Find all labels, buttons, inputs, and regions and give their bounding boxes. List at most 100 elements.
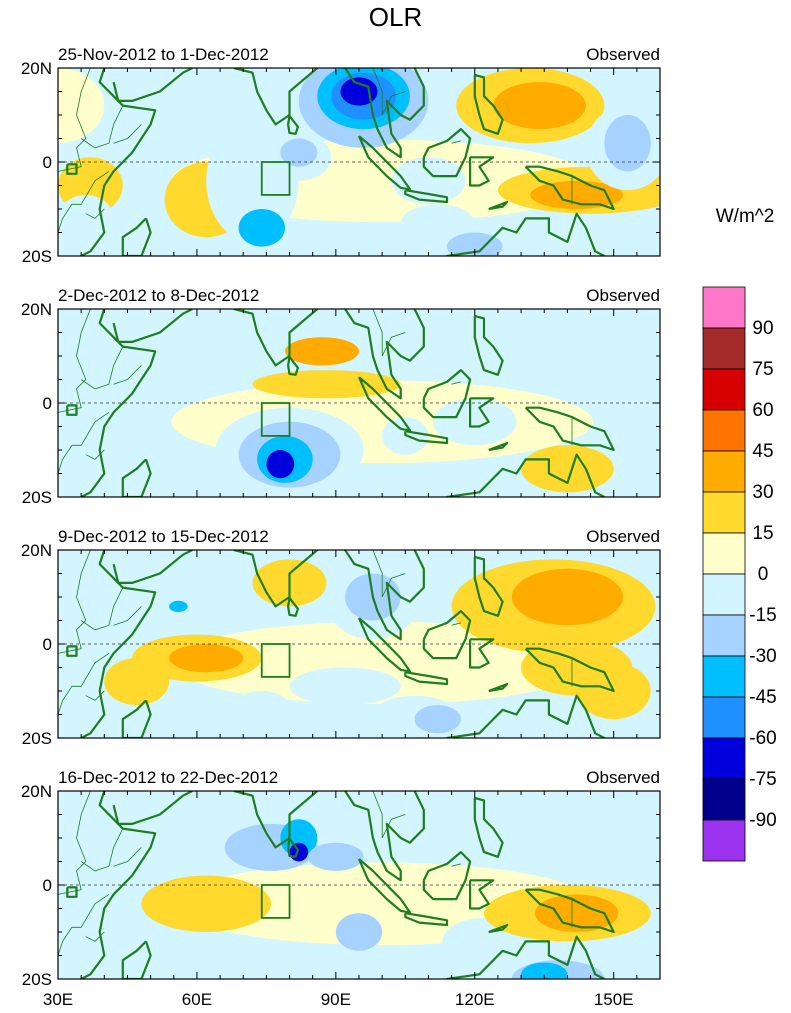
colorbar-label: -30	[749, 646, 776, 667]
anomaly-contour	[169, 644, 244, 673]
panel-period-label: 9-Dec-2012 to 15-Dec-2012	[58, 527, 269, 546]
reference-box	[260, 643, 291, 678]
lat-label: 0	[43, 635, 52, 654]
anomaly-contour	[169, 600, 188, 613]
country-border	[451, 381, 461, 385]
coastline	[344, 309, 425, 400]
country-border	[113, 606, 142, 626]
panel-period-label: 16-Dec-2012 to 22-Dec-2012	[58, 768, 278, 787]
anomaly-contour	[252, 370, 401, 399]
lat-label: 20S	[22, 729, 52, 748]
country-border	[113, 365, 142, 385]
coastline	[404, 671, 449, 686]
colorbar-label: 75	[752, 359, 773, 380]
coastline	[233, 791, 319, 849]
coastline	[473, 73, 504, 135]
coastline	[66, 645, 78, 657]
coastline	[445, 453, 605, 497]
colorbar-label: 45	[752, 441, 773, 462]
anomaly-contour	[58, 403, 119, 479]
coastline	[121, 458, 152, 497]
coastline	[121, 699, 152, 738]
coastline	[233, 68, 319, 126]
colorbar-label: 15	[752, 523, 773, 544]
coastlines	[58, 550, 615, 738]
country-border	[58, 894, 110, 956]
panel-period-label: 2-Dec-2012 to 8-Dec-2012	[58, 286, 259, 305]
coastline	[422, 369, 472, 419]
country-border	[80, 828, 124, 872]
country-border	[85, 690, 105, 701]
anomaly-contour	[400, 204, 475, 242]
lat-label: 20S	[22, 247, 52, 266]
anomaly-contour	[340, 77, 378, 106]
coastline	[445, 694, 605, 738]
coastline	[422, 850, 472, 901]
reference-box	[260, 402, 291, 437]
coastline	[66, 163, 78, 175]
coastline	[357, 376, 411, 432]
coastline	[488, 441, 509, 452]
anomaly-contour	[599, 833, 647, 881]
colorbar-units: W/m^2	[716, 206, 775, 227]
coastline	[287, 356, 299, 376]
lat-label: 20N	[21, 59, 52, 78]
country-border	[372, 309, 406, 357]
coastline	[445, 212, 605, 256]
anomaly-contour	[58, 327, 114, 385]
anomaly-contour	[521, 962, 568, 979]
anomaly-contour	[58, 68, 105, 144]
coastline	[287, 115, 299, 135]
colorbar-swatch	[702, 286, 746, 329]
country-border	[372, 68, 406, 116]
coastline	[80, 68, 157, 256]
colorbar-label: -90	[749, 810, 776, 831]
lon-label: 30E	[43, 990, 73, 1009]
coastlines	[58, 68, 615, 256]
map-panel: 20N 0 20S 9-Dec-2012 to 15-Dec-2012 Observed	[21, 527, 661, 748]
coastline	[80, 309, 157, 497]
panel-tag-label: Observed	[586, 768, 660, 787]
coastline	[357, 858, 411, 914]
country-border	[80, 346, 124, 390]
colorbar-swatch	[702, 614, 746, 657]
coastline	[524, 647, 615, 693]
coastline	[473, 555, 504, 617]
anomaly-contour	[67, 932, 123, 979]
country-border	[451, 863, 461, 867]
anomaly-contour	[285, 337, 359, 366]
country-border	[85, 449, 105, 460]
colorbar-swatch	[702, 573, 746, 616]
colorbar-label: -75	[749, 769, 776, 790]
anomaly-contour	[502, 327, 633, 385]
colorbar-label: -60	[749, 728, 776, 749]
anomaly-contour	[127, 72, 193, 120]
anomaly-contour	[493, 82, 586, 130]
colorbar-swatch	[702, 696, 746, 739]
reference-box	[260, 161, 291, 196]
anomaly-contour	[289, 842, 309, 862]
country-border	[80, 105, 124, 149]
country-border	[451, 622, 461, 626]
panel-period-label: 25-Nov-2012 to 1-Dec-2012	[58, 45, 269, 64]
colorbar-label: 90	[752, 318, 773, 339]
anomaly-contour	[58, 805, 105, 853]
country-border	[58, 309, 91, 413]
coastline	[121, 217, 152, 256]
lat-label: 0	[43, 394, 52, 413]
colorbar-swatch	[702, 327, 746, 370]
anomaly-contour	[280, 138, 318, 167]
coastline	[469, 397, 495, 428]
coastline	[404, 189, 449, 204]
country-border	[58, 68, 91, 172]
country-border	[372, 791, 406, 839]
lat-label: 0	[43, 153, 52, 172]
coastline	[344, 791, 425, 882]
coastline	[112, 309, 193, 343]
anomaly-contour	[437, 313, 494, 352]
panel-tag-label: Observed	[586, 286, 660, 305]
anomaly-contour	[534, 894, 619, 932]
coastline	[66, 886, 78, 898]
coastline	[112, 550, 193, 585]
